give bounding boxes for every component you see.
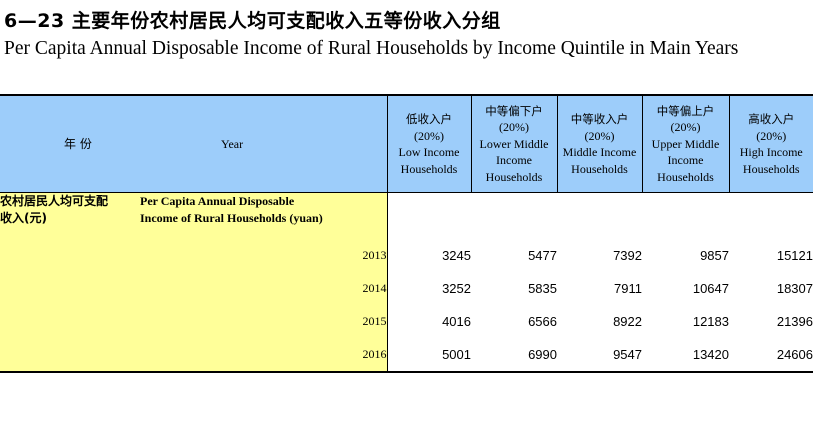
header-cn: 中等偏上户: [656, 103, 715, 118]
income-table: 年 份 Year 低收入户 (20%) Low Income Household…: [0, 94, 813, 373]
header-en: Households: [657, 169, 714, 184]
section-label-en: Per Capita Annual Disposable Income of R…: [140, 192, 387, 239]
cell-value: 13420: [642, 338, 729, 373]
table-row: 2013 3245 5477 7392 9857 15121: [0, 239, 813, 272]
header-lower-middle: 中等偏下户 (20%) Lower Middle Income Househol…: [470, 94, 557, 193]
header-cn: 高收入户: [748, 112, 795, 126]
row-year: 2016: [140, 338, 387, 373]
header-upper-middle: 中等偏上户 (20%) Upper Middle Income Househol…: [641, 94, 729, 193]
page-title-cn: 6—23 主要年份农村居民人均可支配收入五等份收入分组: [4, 10, 501, 32]
header-high-income: 高收入户 (20%) High Income Households: [728, 94, 813, 193]
cell-value: 12183: [692, 314, 729, 329]
row-year: 2014: [140, 272, 387, 305]
cell-value: 5001: [386, 338, 471, 373]
cell-value: 7911: [614, 281, 642, 296]
cell-value: 4016: [386, 305, 471, 338]
section-label-cn-line: 农村居民人均可支配: [0, 194, 109, 208]
header-en: Middle Income: [562, 145, 637, 159]
cell-value: 18307: [776, 281, 813, 296]
header-low-income: 低收入户 (20%) Low Income Households: [386, 94, 471, 193]
header-en: Households: [571, 161, 628, 176]
section-label-cn-line: 收入(元): [0, 211, 47, 225]
cell-value: 24606: [729, 338, 813, 373]
cell-value: 21396: [776, 314, 813, 329]
header-middle-income: 中等收入户 (20%) Middle Income Households: [556, 94, 642, 193]
section-label-en-line: Per Capita Annual Disposable: [140, 194, 295, 208]
section-label-row: 农村居民人均可支配 收入(元) Per Capita Annual Dispos…: [0, 192, 813, 239]
cell-value: 15121: [776, 248, 813, 263]
header-year-cn: 年 份: [0, 94, 140, 193]
header-en: Households: [742, 161, 800, 176]
header-en: Households: [400, 161, 458, 176]
header-cn: 低收入户: [406, 112, 452, 126]
table-header-row: 年 份 Year 低收入户 (20%) Low Income Household…: [0, 94, 813, 193]
header-en: Lower Middle: [479, 136, 549, 151]
section-label-en-line: Income of Rural Households (yuan): [140, 211, 323, 225]
cell-value: 3252: [386, 272, 471, 305]
table-row: 2015 4016 6566 8922 12183 21396: [0, 305, 813, 338]
header-pct: (20%): [414, 128, 444, 143]
page-title-en: Per Capita Annual Disposable Income of R…: [4, 38, 739, 59]
cell-value: 6566: [528, 314, 557, 329]
header-cn: 中等偏下户: [485, 103, 543, 118]
cell-value: 9857: [700, 248, 729, 263]
header-en: Income: [496, 153, 532, 168]
header-year-en: Year: [140, 94, 387, 193]
cell-value: 3245: [386, 239, 471, 272]
header-en: Households: [485, 169, 543, 184]
header-en: Income: [667, 153, 704, 168]
header-pct: (20%): [756, 128, 787, 143]
header-en: High Income: [739, 145, 803, 159]
table-row: 2014 3252 5835 7911 10647 18307: [0, 272, 813, 305]
cell-value: 5835: [528, 281, 557, 296]
cell-value: 8922: [613, 314, 642, 329]
header-pct: (20%): [584, 128, 615, 143]
section-label-cn: 农村居民人均可支配 收入(元): [0, 192, 140, 239]
row-year: 2015: [140, 305, 387, 338]
row-year: 2013: [140, 239, 387, 272]
header-pct: (20%): [499, 120, 529, 135]
table-row: 2016 5001 6990 9547 13420 24606: [0, 338, 813, 373]
header-cn: 中等收入户: [570, 112, 629, 126]
header-en: Low Income: [398, 145, 460, 159]
cell-value: 9547: [557, 338, 642, 373]
cell-value: 6990: [471, 338, 557, 373]
cell-value: 5477: [528, 248, 557, 263]
cell-value: 7392: [613, 248, 642, 263]
header-pct: (20%): [670, 120, 701, 135]
cell-value: 10647: [692, 281, 729, 296]
header-en: Upper Middle: [651, 136, 720, 151]
